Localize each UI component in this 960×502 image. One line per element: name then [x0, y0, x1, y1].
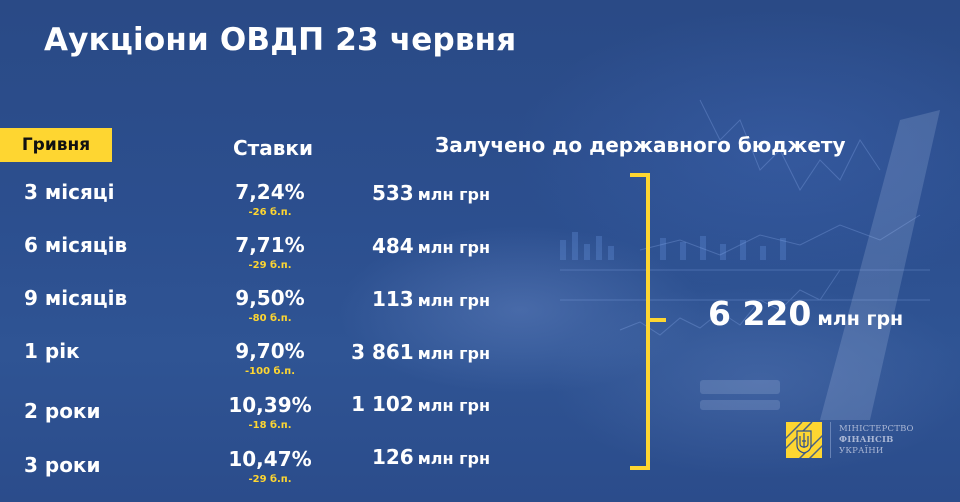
logo-line-3: УКРАЇНИ [839, 445, 884, 456]
rates-column-header: Ставки [233, 136, 314, 160]
term-label: 1 рік [24, 339, 80, 363]
amount-value: 484 [371, 234, 414, 258]
page-title: Аукціони ОВДП 23 червня [44, 22, 517, 58]
rate-change: -29 б.п. [248, 474, 292, 485]
amount-value: 3 861 [351, 340, 414, 364]
amount-value: 533 [371, 181, 414, 205]
amount-unit: млн грн [417, 449, 490, 468]
term-label: 6 місяців [24, 233, 128, 257]
amount-unit: млн грн [417, 396, 490, 415]
logo-line-1: МІНІСТЕРСТВО [839, 423, 914, 434]
rate-value: 10,39% [228, 393, 312, 417]
term-label: 9 місяців [24, 286, 128, 310]
raised-amount: 113 млн грн [372, 287, 490, 311]
logo-text: МІНІСТЕРСТВО ФІНАНСІВ УКРАЇНИ [839, 424, 914, 457]
raised-amount: 126 млн грн [372, 445, 490, 469]
raised-amount: 1 102 млн грн [351, 392, 490, 416]
logo-line-2: ФІНАНСІВ [839, 434, 894, 445]
amount-unit: млн грн [417, 344, 490, 363]
trident-icon [786, 422, 822, 458]
amount-value: 113 [371, 287, 414, 311]
amount-unit: млн грн [417, 291, 490, 310]
raised-amount: 3 861 млн грн [351, 340, 490, 364]
amount-unit: млн грн [417, 185, 490, 204]
raised-amount: 533 млн грн [372, 181, 490, 205]
total-raised: 6 220 млн грн [708, 294, 903, 333]
term-label: 3 роки [24, 453, 101, 477]
amount-unit: млн грн [417, 238, 490, 257]
total-unit: млн грн [817, 308, 904, 330]
logo-divider [830, 422, 831, 458]
bracket-top [630, 173, 650, 177]
total-amount: 6 220 [708, 294, 812, 333]
rate-value: 7,71% [235, 233, 305, 257]
amount-value: 1 102 [351, 392, 414, 416]
amount-value: 126 [371, 445, 414, 469]
bracket-bottom [630, 466, 650, 470]
rate-change: -29 б.п. [248, 260, 292, 271]
bracket-tick [646, 318, 666, 322]
rate-change: -18 б.п. [248, 420, 292, 431]
rate-value: 7,24% [235, 180, 305, 204]
currency-badge: Гривня [0, 128, 112, 162]
raised-column-header: Залучено до державного бюджету [435, 133, 846, 157]
rate-change: -100 б.п. [245, 366, 295, 377]
raised-amount: 484 млн грн [372, 234, 490, 258]
rate-change: -26 б.п. [248, 207, 292, 218]
rate-value: 9,70% [235, 339, 305, 363]
ministry-logo: МІНІСТЕРСТВО ФІНАНСІВ УКРАЇНИ [786, 422, 914, 458]
term-label: 3 місяці [24, 180, 115, 204]
rate-value: 10,47% [228, 447, 312, 471]
rate-value: 9,50% [235, 286, 305, 310]
rate-change: -80 б.п. [248, 313, 292, 324]
term-label: 2 роки [24, 399, 101, 423]
